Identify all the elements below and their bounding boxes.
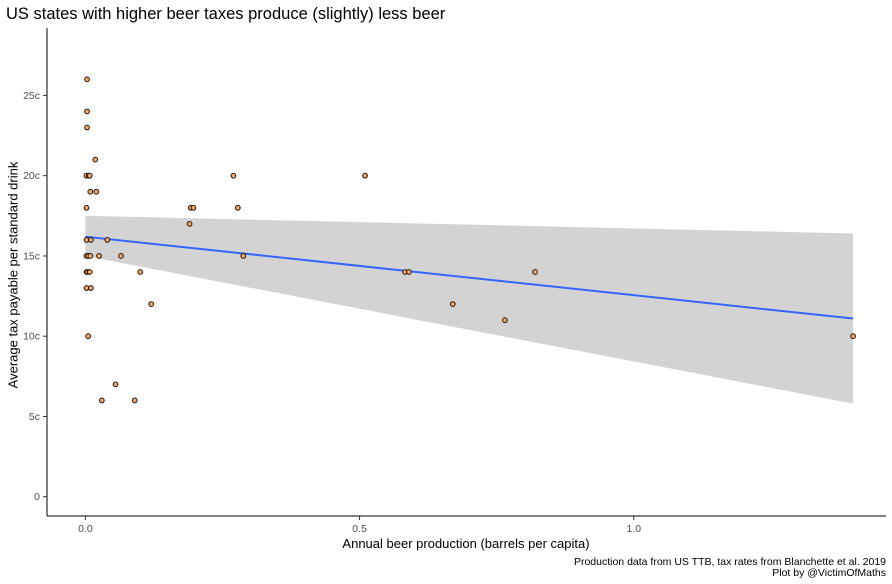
y-tick-label: 10c	[23, 331, 40, 343]
x-axis-label: Annual beer production (barrels per capi…	[342, 536, 590, 551]
data-point	[190, 204, 197, 211]
data-point	[87, 253, 94, 259]
data-point	[98, 397, 105, 404]
y-tick-label: 0	[34, 491, 40, 503]
data-point	[93, 188, 100, 195]
data-point	[148, 301, 155, 308]
data-point	[449, 301, 456, 308]
y-axis-label: Average tax payable per standard drink	[5, 161, 21, 389]
data-point	[87, 188, 94, 195]
trend-line-layer	[85, 235, 854, 320]
y-tick-label: 20c	[23, 170, 40, 182]
data-point	[112, 381, 119, 388]
data-point	[240, 253, 247, 259]
data-point	[118, 253, 124, 259]
data-point	[96, 253, 102, 259]
data-point	[850, 333, 856, 340]
caption-credit: Plot by @VictimOfMaths	[772, 567, 886, 579]
x-tick-label: 1.0	[626, 523, 641, 535]
axes-layer: 0 5c 10c 15c 20c 25c 0.0 0.5 1.0	[23, 28, 886, 535]
trend-line	[85, 235, 854, 320]
data-point	[85, 333, 92, 340]
data-point	[92, 156, 99, 163]
data-point	[137, 269, 144, 275]
chart-caption: Production data from US TTB, tax rates f…	[574, 557, 886, 579]
x-tick-label: 0.5	[352, 523, 367, 535]
confidence-band	[85, 215, 854, 404]
x-tick-label: 0.0	[78, 523, 93, 535]
data-point	[87, 285, 94, 291]
data-point	[532, 269, 538, 275]
chart-title: US states with higher beer taxes produce…	[6, 5, 446, 23]
data-points-layer	[83, 76, 856, 404]
data-point	[87, 236, 94, 243]
data-point	[234, 204, 241, 211]
data-point	[406, 269, 412, 275]
data-point	[186, 220, 193, 227]
data-point	[84, 76, 90, 83]
data-point	[83, 204, 90, 211]
y-tick-label: 25c	[23, 90, 40, 102]
data-point	[501, 317, 508, 324]
y-tick-label: 5c	[29, 411, 40, 423]
data-point	[86, 172, 93, 179]
data-point	[230, 172, 237, 179]
y-tick-label: 15c	[23, 250, 40, 262]
data-point	[84, 124, 90, 131]
caption-source: Production data from US TTB, tax rates f…	[573, 556, 886, 568]
data-point	[84, 108, 90, 115]
data-point	[86, 269, 93, 275]
data-point	[104, 236, 111, 243]
confidence-band-layer	[85, 215, 854, 404]
data-point	[131, 397, 138, 404]
data-point	[362, 172, 368, 179]
